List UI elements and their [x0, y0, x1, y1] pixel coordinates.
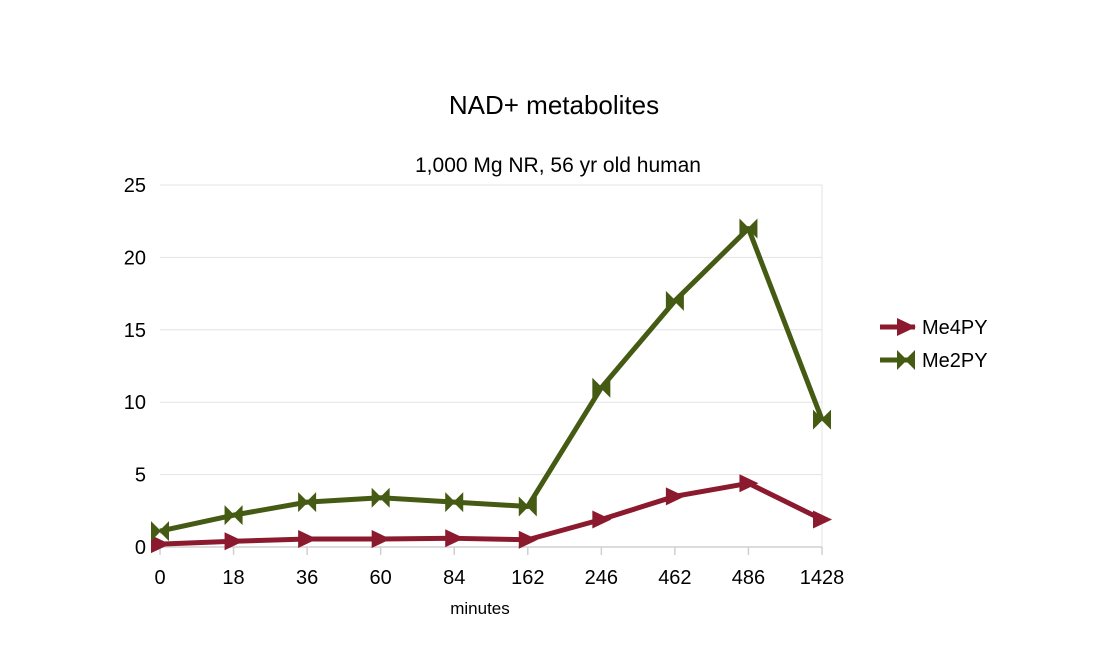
- bowtie-right: [905, 350, 915, 370]
- triangle-marker: [897, 318, 916, 336]
- bowtie-left: [897, 350, 907, 370]
- legend-label: Me2PY: [922, 350, 988, 372]
- bowtie-left: [813, 409, 823, 430]
- bowtie-left: [518, 496, 529, 517]
- bowtie-left: [665, 290, 676, 311]
- legend-item: Me4PY: [880, 317, 988, 339]
- bowtie-marker: [371, 487, 390, 508]
- bowtie-marker: [665, 290, 684, 311]
- bowtie-right: [526, 496, 537, 517]
- x-tick-label: 60: [370, 567, 392, 589]
- triangle-marker: [298, 530, 318, 549]
- x-tick-label: 18: [222, 567, 244, 589]
- bowtie-right: [232, 505, 243, 526]
- bowtie-right: [600, 377, 611, 398]
- y-tick-label: 20: [124, 247, 146, 269]
- triangle-marker: [445, 529, 465, 548]
- x-tick-label: 462: [658, 567, 691, 589]
- bowtie-marker: [739, 218, 758, 239]
- chart-subtitle: 1,000 Mg NR, 56 yr old human: [415, 154, 701, 177]
- series-me2py: [151, 218, 831, 542]
- x-axis-label: minutes: [450, 599, 510, 618]
- bowtie-left: [224, 505, 235, 526]
- bowtie-marker: [151, 521, 169, 542]
- x-tick-label: 36: [296, 567, 318, 589]
- bowtie-left: [739, 218, 750, 239]
- bowtie-right: [747, 218, 758, 239]
- bowtie-left: [592, 377, 603, 398]
- triangle-marker: [151, 535, 170, 554]
- x-tick-label: 246: [585, 567, 618, 589]
- bowtie-right: [306, 492, 317, 513]
- y-tick-label: 25: [124, 175, 146, 197]
- legend-item: Me2PY: [880, 350, 988, 372]
- series-line: [159, 225, 825, 534]
- triangle-marker: [592, 510, 612, 529]
- bowtie-marker: [445, 492, 464, 513]
- bowtie-marker: [518, 496, 537, 517]
- bowtie-right: [821, 409, 831, 430]
- bowtie-marker: [592, 377, 611, 398]
- triangle-marker: [224, 532, 244, 551]
- triangle-marker: [739, 474, 759, 493]
- bowtie-marker: [224, 505, 243, 526]
- y-tick-label: 5: [135, 465, 146, 487]
- x-tick-label: 162: [511, 567, 544, 589]
- bowtie-marker: [298, 492, 317, 513]
- y-tick-label: 15: [124, 320, 146, 342]
- triangle-marker: [518, 530, 538, 549]
- triangle-marker: [371, 530, 391, 549]
- bowtie-right: [453, 492, 464, 513]
- y-tick-label: 10: [124, 392, 146, 414]
- x-tick-label: 84: [443, 567, 465, 589]
- chart-title: NAD+ metabolites: [449, 90, 659, 120]
- y-tick-label: 0: [135, 537, 146, 559]
- bowtie-left: [298, 492, 309, 513]
- bowtie-left: [371, 487, 382, 508]
- bowtie-left: [445, 492, 456, 513]
- x-tick-label: 0: [154, 567, 165, 589]
- series-line: [159, 480, 824, 547]
- bowtie-right: [159, 521, 169, 542]
- x-tick-label: 486: [732, 567, 765, 589]
- bowtie-left: [151, 521, 161, 542]
- legend-label: Me4PY: [922, 317, 988, 339]
- triangle-marker: [665, 487, 685, 506]
- bowtie-marker: [897, 350, 915, 370]
- bowtie-right: [379, 487, 390, 508]
- bowtie-right: [673, 290, 684, 311]
- x-tick-label: 1428: [800, 567, 845, 589]
- bowtie-marker: [813, 409, 831, 430]
- triangle-marker: [813, 510, 832, 529]
- series-me4py: [151, 474, 832, 554]
